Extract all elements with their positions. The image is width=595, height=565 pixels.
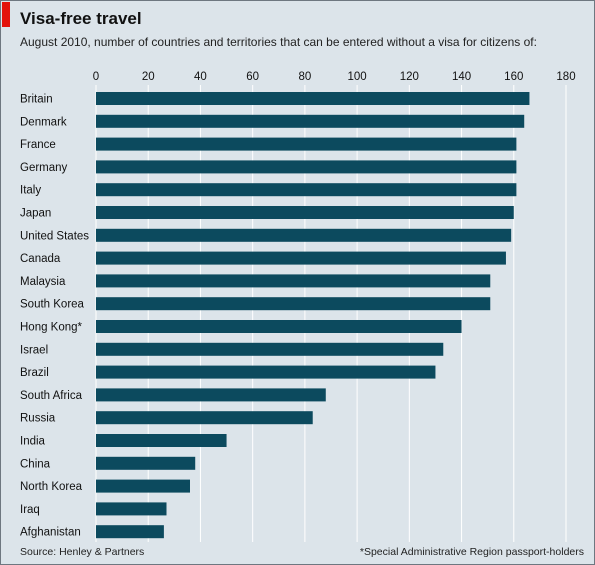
category-label: Canada: [20, 253, 61, 265]
x-tick-label: 140: [452, 71, 471, 83]
bar: [96, 502, 167, 516]
bar: [96, 434, 227, 447]
category-label: Italy: [20, 185, 41, 197]
bar: [96, 297, 491, 311]
x-tick-label: 0: [93, 71, 99, 83]
category-label: South Africa: [20, 390, 83, 402]
category-label: Britain: [20, 94, 53, 106]
bar: [96, 479, 190, 493]
bar: [96, 183, 517, 197]
bar: [96, 274, 491, 288]
bar: [96, 411, 313, 425]
category-label: France: [20, 139, 56, 151]
brand-red-tab: [2, 2, 10, 27]
x-tick-label: 120: [400, 71, 419, 83]
category-label: China: [20, 458, 51, 470]
x-tick-label: 60: [246, 71, 259, 83]
footnote: *Special Administrative Region passport-…: [359, 546, 584, 558]
category-label: North Korea: [20, 481, 83, 493]
bar: [96, 160, 517, 174]
category-label: Germany: [20, 162, 68, 174]
bar: [96, 206, 514, 219]
category-label: United States: [20, 230, 89, 242]
bar: [96, 228, 512, 242]
category-label: Malaysia: [20, 276, 66, 288]
x-tick-label: 100: [348, 71, 367, 83]
category-label: Denmark: [20, 116, 67, 128]
bar: [96, 320, 462, 333]
category-label: Israel: [20, 344, 48, 356]
bar: [96, 365, 436, 379]
category-label: Brazil: [20, 367, 49, 379]
bar: [96, 525, 164, 539]
category-label: Afghanistan: [20, 527, 81, 539]
bar: [96, 342, 444, 356]
bar: [96, 251, 506, 265]
bar: [96, 114, 525, 128]
category-label: India: [20, 436, 46, 448]
bar: [96, 92, 530, 105]
category-label: South Korea: [20, 299, 85, 311]
bar: [96, 456, 196, 470]
x-tick-label: 180: [556, 71, 575, 83]
category-label: Japan: [20, 208, 51, 220]
bar: [96, 137, 517, 151]
x-tick-label: 20: [142, 71, 155, 83]
chart-subtitle: August 2010, number of countries and ter…: [20, 35, 537, 49]
x-tick-label: 40: [194, 71, 207, 83]
source-note: Source: Henley & Partners: [20, 546, 145, 558]
category-label: Hong Kong*: [20, 322, 83, 334]
chart-title: Visa-free travel: [20, 9, 142, 28]
x-tick-label: 80: [298, 71, 311, 83]
category-label: Iraq: [20, 504, 40, 516]
category-label: Russia: [20, 413, 56, 425]
bar: [96, 388, 326, 402]
x-tick-label: 160: [504, 71, 523, 83]
